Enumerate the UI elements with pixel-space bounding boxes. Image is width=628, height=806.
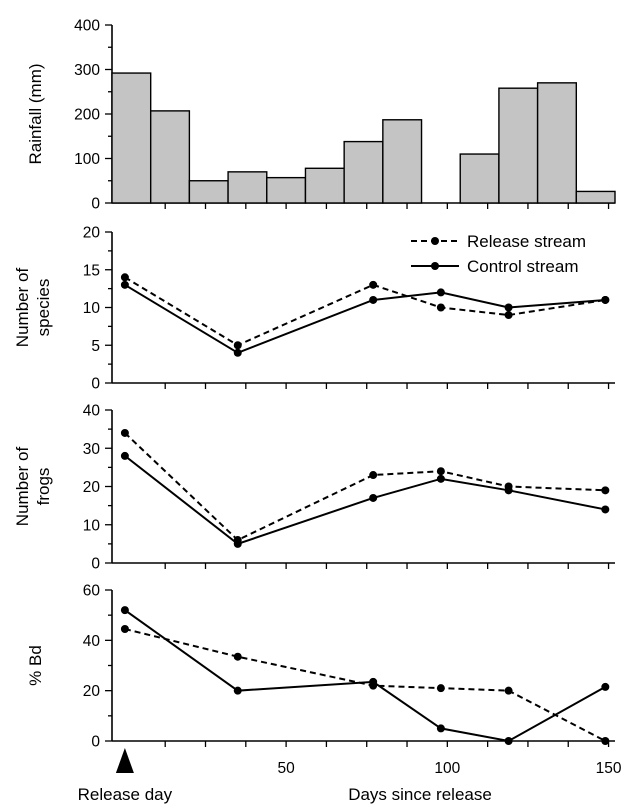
release-stream-point xyxy=(120,273,129,282)
y-tick-label: 10 xyxy=(83,300,101,317)
upward-triangle-icon xyxy=(115,748,134,773)
rainfall-bar xyxy=(227,171,268,204)
control-stream-point xyxy=(436,474,445,483)
y-axis-title: Number of frogs xyxy=(13,447,53,527)
control-stream-point xyxy=(504,486,513,495)
panel-3: 0 10 20 30 40 Number of frogs xyxy=(13,403,615,573)
panel-1: 0 100 200 300 400 Rainfall (mm) xyxy=(26,18,616,213)
y-axis-title-line: species xyxy=(34,279,53,337)
y-tick-label: 0 xyxy=(91,196,100,213)
release-day-label: Release day xyxy=(78,785,173,804)
rainfall-bar xyxy=(498,87,539,204)
legend-marker xyxy=(431,262,439,270)
legend-label: Release stream xyxy=(467,232,586,251)
control-stream-point xyxy=(369,677,378,686)
x-tick-label: 150 xyxy=(596,760,622,777)
control-stream-line xyxy=(124,609,606,743)
release-stream-point xyxy=(436,303,445,312)
release-stream-point xyxy=(120,428,129,437)
release-stream-point xyxy=(436,684,445,693)
y-tick-label: 10 xyxy=(83,517,101,534)
y-axis-title-line: Number of xyxy=(13,268,32,348)
control-stream-point xyxy=(233,686,242,695)
release-stream-point xyxy=(436,467,445,476)
y-tick-label: 20 xyxy=(83,225,101,242)
y-axis-title: Rainfall (mm) xyxy=(26,63,45,164)
y-tick-label: 0 xyxy=(91,734,100,751)
y-axis-title-line: % Bd xyxy=(26,645,45,686)
rainfall-bar xyxy=(304,167,345,204)
y-tick-label: 200 xyxy=(74,107,100,124)
control-stream-point xyxy=(120,280,129,289)
rainfall-bar xyxy=(266,176,307,204)
control-stream-point xyxy=(233,539,242,548)
rainfall-bar xyxy=(459,153,500,204)
rainfall-bar xyxy=(149,110,191,204)
release-stream-point xyxy=(369,280,378,289)
y-tick-label: 15 xyxy=(83,262,100,279)
control-stream-point xyxy=(120,606,129,615)
release-stream-point xyxy=(369,471,378,480)
control-stream-line xyxy=(124,283,606,354)
control-stream-point xyxy=(120,451,129,460)
x-axis-title: Days since release xyxy=(348,785,492,804)
y-axis-title-line: Rainfall (mm) xyxy=(26,63,45,164)
release-stream-point xyxy=(601,737,610,745)
y-tick-label: 60 xyxy=(83,583,101,600)
release-stream-point xyxy=(233,341,242,350)
release-stream-point xyxy=(120,625,129,634)
release-stream-line xyxy=(124,628,606,742)
control-stream-line xyxy=(124,455,606,545)
rainfall-bar xyxy=(188,180,229,204)
panel-4: 0 20 40 60 % Bd xyxy=(26,583,615,751)
release-stream-point xyxy=(504,686,513,695)
y-axis-title-line: frogs xyxy=(34,468,53,506)
y-axis-title: Number of species xyxy=(13,268,53,348)
rainfall-bar xyxy=(343,140,384,204)
rainfall-bar xyxy=(575,190,616,204)
y-axis-title: % Bd xyxy=(26,645,45,686)
y-tick-label: 30 xyxy=(83,441,101,458)
control-stream-point xyxy=(436,288,445,297)
control-stream-point xyxy=(504,737,513,745)
y-tick-label: 300 xyxy=(74,62,100,79)
y-tick-label: 20 xyxy=(83,683,101,700)
rainfall-bar xyxy=(536,82,578,204)
legend-label: Control stream xyxy=(467,257,578,276)
y-tick-label: 40 xyxy=(83,403,101,420)
release-stream-point xyxy=(233,652,242,661)
control-stream-point xyxy=(369,493,378,502)
y-tick-label: 0 xyxy=(91,556,100,573)
release-stream-point xyxy=(601,486,610,495)
control-stream-point xyxy=(601,505,610,514)
control-stream-point xyxy=(436,724,445,733)
rainfall-bar xyxy=(111,72,152,204)
y-tick-label: 400 xyxy=(74,18,100,35)
y-tick-label: 0 xyxy=(91,376,100,393)
rainfall-bar xyxy=(382,119,423,204)
control-stream-point xyxy=(504,303,513,312)
x-tick-label: 100 xyxy=(434,760,460,777)
control-stream-point xyxy=(601,682,610,691)
y-tick-label: 20 xyxy=(83,479,101,496)
y-axis-title-line: Number of xyxy=(13,447,32,527)
control-stream-point xyxy=(601,295,610,304)
y-tick-label: 5 xyxy=(91,338,100,355)
y-tick-label: 40 xyxy=(83,633,101,650)
legend-marker xyxy=(431,237,439,245)
release-stream-line xyxy=(124,432,606,542)
y-tick-label: 100 xyxy=(74,151,100,168)
legend: Release stream Control stream xyxy=(411,232,586,276)
panel-2: 0 5 10 15 20 Number of species Release stream Co… xyxy=(13,225,615,393)
release-stream-line xyxy=(124,276,606,347)
control-stream-point xyxy=(233,348,242,357)
release-stream-point xyxy=(504,311,513,320)
control-stream-point xyxy=(369,295,378,304)
x-tick-label: 50 xyxy=(277,760,295,777)
